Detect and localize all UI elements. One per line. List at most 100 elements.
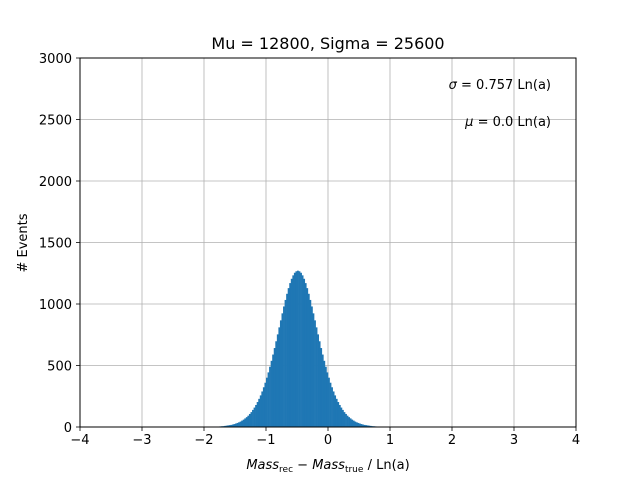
- histogram-bar: [306, 288, 309, 427]
- histogram-bar: [318, 341, 321, 427]
- histogram-bar: [326, 372, 329, 427]
- histogram-bar: [345, 413, 347, 427]
- histogram-bar: [301, 275, 304, 427]
- histogram-bar: [320, 348, 323, 427]
- x-label-minus: −: [293, 458, 312, 473]
- histogram-bar: [340, 407, 343, 427]
- histogram-bar: [264, 382, 267, 427]
- histogram-bar: [324, 366, 327, 427]
- histogram-bar: [365, 425, 368, 427]
- histogram-bar: [337, 402, 340, 427]
- histogram-bar: [244, 418, 247, 427]
- x-tick-label: −3: [132, 433, 151, 448]
- mu-symbol: μ: [464, 115, 473, 130]
- y-tick-label: 2000: [39, 175, 72, 190]
- x-label-unit: / Ln(a): [363, 458, 409, 473]
- x-tick-label: 3: [510, 433, 518, 448]
- histogram-bar: [295, 271, 298, 427]
- mu-value: = 0.0 Ln(a): [473, 115, 551, 130]
- histogram-bar: [272, 354, 275, 427]
- histogram-bar: [281, 313, 284, 427]
- x-label-sub-rec: rec: [279, 465, 293, 475]
- y-tick-label: 1500: [39, 237, 72, 252]
- histogram-bar: [292, 275, 295, 427]
- histogram-bar: [239, 421, 242, 427]
- histogram-bar: [224, 425, 226, 427]
- x-tick-label: 0: [324, 433, 332, 448]
- x-tick-label: −1: [256, 433, 275, 448]
- y-tick-label: 2500: [39, 114, 72, 129]
- histogram-bar: [355, 422, 358, 427]
- histogram-bar: [245, 417, 248, 427]
- histogram-bar: [284, 299, 287, 427]
- histogram-bar: [348, 417, 350, 427]
- histogram-bar: [230, 424, 233, 427]
- histogram-bar: [334, 395, 337, 427]
- histogram-bar: [329, 382, 332, 427]
- x-tick-label: −4: [70, 433, 89, 448]
- histogram-bar: [275, 341, 278, 427]
- histogram-bar: [278, 327, 281, 427]
- histogram-bar: [259, 395, 262, 427]
- mu-annotation: μ = 0.0 Ln(a): [464, 115, 551, 130]
- histogram-bar: [248, 413, 251, 427]
- histogram-bar: [227, 425, 230, 427]
- histogram-bar: [343, 412, 346, 427]
- histogram-bar: [267, 372, 270, 427]
- histogram-bar: [279, 320, 282, 427]
- histogram-bar: [321, 354, 324, 427]
- y-axis-label: # Events: [16, 213, 31, 272]
- histogram-bar: [331, 387, 333, 427]
- histogram-bar: [233, 424, 236, 427]
- histogram-bar: [231, 424, 234, 427]
- histogram-bar: [238, 422, 240, 427]
- histogram-bar: [252, 409, 254, 427]
- histogram-bar: [253, 407, 256, 427]
- x-tick-label: −2: [194, 433, 213, 448]
- histogram-bar: [287, 288, 290, 427]
- histogram-bar: [363, 424, 366, 427]
- histogram-bar: [258, 398, 261, 427]
- histogram-bar: [273, 348, 276, 427]
- histogram-bar: [293, 272, 296, 427]
- histogram-bar: [312, 313, 315, 427]
- histogram-bar: [297, 270, 299, 427]
- histogram-bar: [304, 283, 307, 427]
- histogram-bar: [332, 391, 335, 427]
- histogram-bar: [307, 293, 310, 427]
- histogram-bar: [286, 293, 288, 427]
- histogram-bar: [228, 425, 231, 427]
- histogram-bar: [247, 415, 250, 427]
- histogram-bar: [270, 360, 273, 427]
- histogram-bar: [283, 306, 285, 427]
- x-label-sub-true: true: [345, 465, 364, 475]
- histogram-bar: [256, 402, 259, 427]
- histogram-bar: [338, 404, 341, 427]
- histogram-bar: [241, 420, 244, 427]
- y-tick-label: 500: [47, 360, 72, 375]
- histogram-bar: [300, 272, 302, 427]
- histogram-bar: [314, 320, 316, 427]
- histogram-bar: [310, 306, 313, 427]
- sigma-annotation: σ = 0.757 Ln(a): [449, 78, 551, 93]
- histogram-bar: [362, 424, 364, 427]
- histogram-bar: [351, 419, 354, 427]
- histogram-bar: [309, 299, 312, 427]
- histogram-bar: [276, 334, 279, 427]
- histogram-bar: [242, 419, 245, 427]
- histogram-bar: [269, 366, 271, 427]
- histogram-bar: [328, 377, 330, 427]
- x-axis-ticks: −4 −3 −2 −1 0 1 2 3 4: [70, 427, 580, 448]
- histogram-bar: [369, 425, 372, 427]
- histogram-bar: [317, 334, 319, 427]
- sigma-symbol: σ: [449, 78, 458, 93]
- histogram-bar: [360, 424, 363, 427]
- chart-title: Mu = 12800, Sigma = 25600: [211, 34, 444, 53]
- histogram-bar: [346, 415, 349, 427]
- y-tick-label: 1000: [39, 298, 72, 313]
- x-tick-label: 1: [386, 433, 394, 448]
- histogram-bar: [255, 404, 257, 427]
- histogram-bar: [315, 327, 318, 427]
- histogram-bar: [290, 278, 293, 427]
